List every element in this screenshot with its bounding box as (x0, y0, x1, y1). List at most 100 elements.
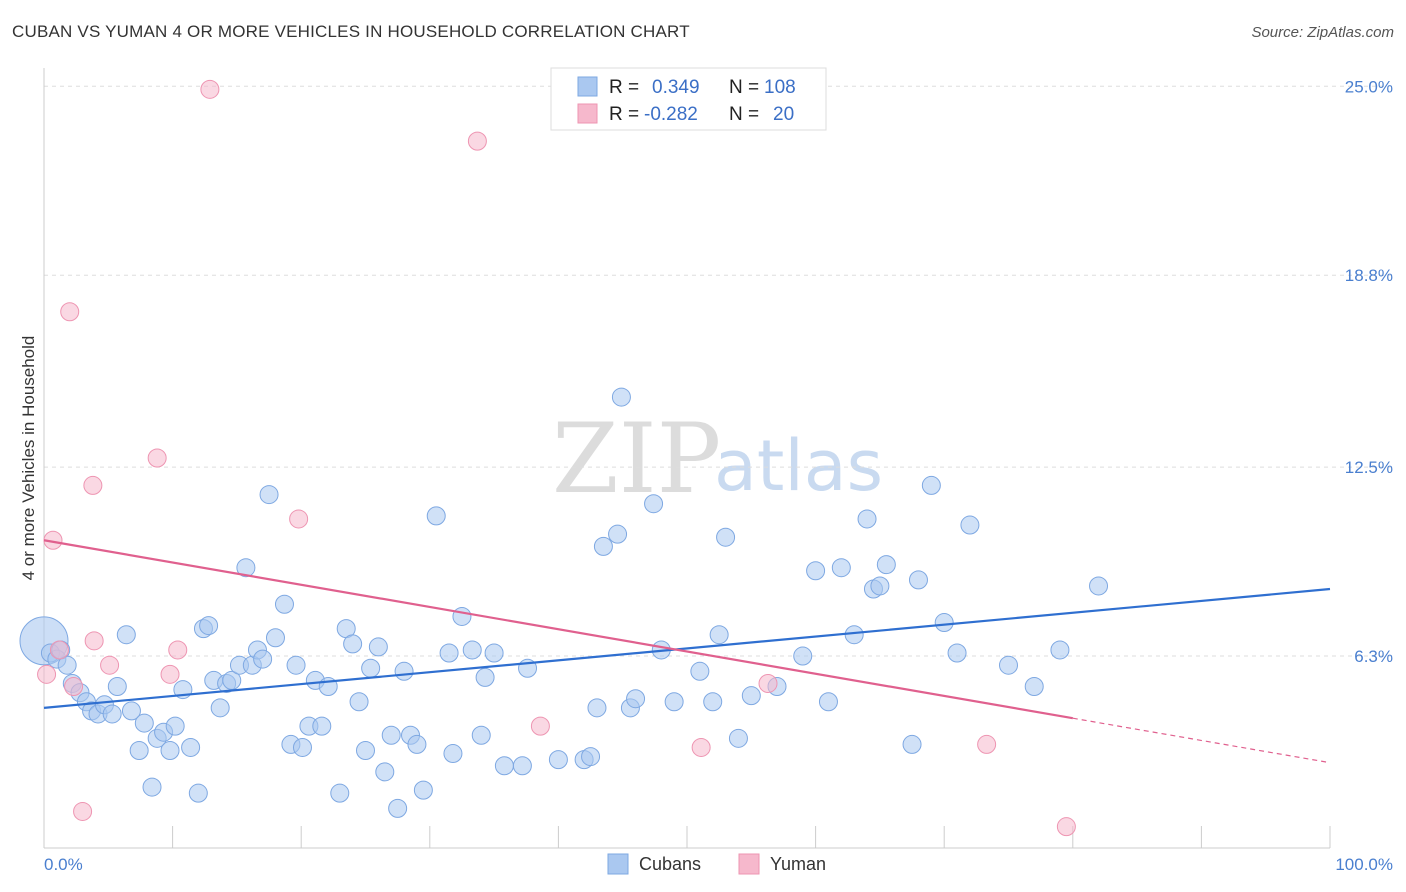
bottom-legend-label-yuman: Yuman (770, 854, 826, 874)
yuman-point (200, 79, 220, 99)
yuman-point (60, 302, 80, 322)
cubans-point (413, 780, 433, 800)
cubans-point (160, 741, 180, 760)
source-label: Source: ZipAtlas.com (1251, 24, 1394, 41)
cubans-point (593, 536, 613, 556)
cubans-point (394, 661, 414, 681)
yuman-point (84, 631, 104, 651)
cubans-point (690, 661, 710, 681)
y-tick-label: 6.3% (1354, 647, 1393, 666)
cubans-point (121, 701, 141, 721)
cubans-point (512, 756, 532, 776)
cubans-point (709, 625, 729, 645)
bottom-legend-label-cubans: Cubans (639, 854, 701, 874)
legend-r-label-cubans: R = (609, 77, 639, 98)
cubans-point (388, 798, 408, 818)
yuman-point (160, 664, 180, 684)
y-tick-label: 18.8% (1345, 266, 1393, 285)
cubans-point (381, 725, 401, 745)
cubans-point (806, 561, 826, 581)
yuman-point (289, 509, 309, 529)
cubans-point (129, 741, 149, 760)
cubans-point (960, 515, 980, 535)
cubans-point (921, 475, 941, 495)
legend-r-value-yuman: -0.282 (644, 104, 698, 125)
cubans-point (439, 643, 459, 663)
cubans-point (548, 750, 568, 770)
cubans-point (870, 576, 890, 596)
x-tick-label-min: 0.0% (44, 855, 83, 874)
cubans-point (471, 725, 491, 745)
legend-r-label-yuman: R = (609, 104, 639, 125)
cubans-point (857, 509, 877, 529)
correlation-legend: R = 0.349 N = 108 R = -0.282 N = 20 (550, 67, 827, 131)
cubans-point (1050, 640, 1070, 660)
cubans-point (274, 594, 294, 614)
cubans-point (426, 506, 446, 526)
x-tick-label-max: 100.0% (1335, 855, 1393, 874)
cubans-point (210, 698, 230, 718)
yuman-point (49, 640, 69, 660)
y-tick-labels: 6.3% 12.5% 18.8% 25.0% (1345, 77, 1393, 666)
cubans-point (818, 692, 838, 712)
cubans-point (57, 655, 77, 675)
cubans-point (330, 783, 350, 803)
cubans-point (475, 667, 495, 687)
cubans-point (361, 658, 381, 678)
cubans-point (608, 524, 628, 544)
chart-title: CUBAN VS YUMAN 4 OR MORE VEHICLES IN HOU… (12, 22, 690, 41)
cubans-point (664, 692, 684, 712)
series-legend: Cubans Yuman (607, 853, 826, 875)
cubans-point (902, 734, 922, 754)
yuman-point (977, 734, 997, 754)
cubans-point (116, 625, 136, 645)
cubans-point (265, 628, 285, 648)
y-tick-label: 12.5% (1345, 458, 1393, 477)
cubans-point (259, 485, 279, 505)
legend-n-value-yuman: 20 (773, 104, 794, 125)
cubans-point (741, 686, 761, 706)
yuman-point (691, 737, 711, 757)
cubans-point (644, 494, 664, 514)
watermark-atlas: atlas (714, 425, 883, 507)
bottom-legend-swatch-yuman (738, 853, 760, 875)
cubans-point (831, 558, 851, 578)
cubans-point (947, 643, 967, 663)
cubans-point (793, 646, 813, 666)
cubans-point (292, 737, 312, 757)
cubans-point (188, 783, 208, 803)
cubans-point (134, 713, 154, 733)
x-tick-marks (43, 826, 1331, 848)
cubans-point (728, 728, 748, 748)
legend-n-value-cubans: 108 (764, 77, 796, 98)
y-axis-title: 4 or more Vehicles in Household (19, 336, 38, 581)
cubans-trend-line (43, 587, 1331, 709)
cubans-point (349, 692, 369, 712)
cubans-point (165, 716, 185, 736)
cubans-point (356, 741, 375, 760)
cubans-point (343, 634, 363, 654)
yuman-point (758, 673, 778, 693)
cubans-point (375, 762, 395, 782)
cubans-point (999, 655, 1018, 675)
cubans-point (107, 677, 127, 697)
yuman-point (64, 677, 84, 697)
yuman-point (1056, 817, 1076, 837)
cubans-point (1024, 677, 1044, 697)
cubans-point (443, 744, 463, 764)
cubans-point (1089, 576, 1109, 596)
cubans-point (199, 616, 219, 636)
cubans-point (181, 737, 201, 757)
cubans-point (703, 692, 723, 712)
cubans-point (908, 570, 928, 590)
cubans-point (462, 640, 482, 660)
yuman-point (37, 664, 57, 684)
cubans-point (368, 637, 388, 657)
cubans-point (484, 643, 504, 663)
cubans-point (844, 625, 864, 645)
cubans-point (452, 606, 472, 626)
yuman-point (147, 448, 167, 468)
cubans-point (236, 558, 256, 578)
yuman-trend-line (43, 539, 1073, 720)
